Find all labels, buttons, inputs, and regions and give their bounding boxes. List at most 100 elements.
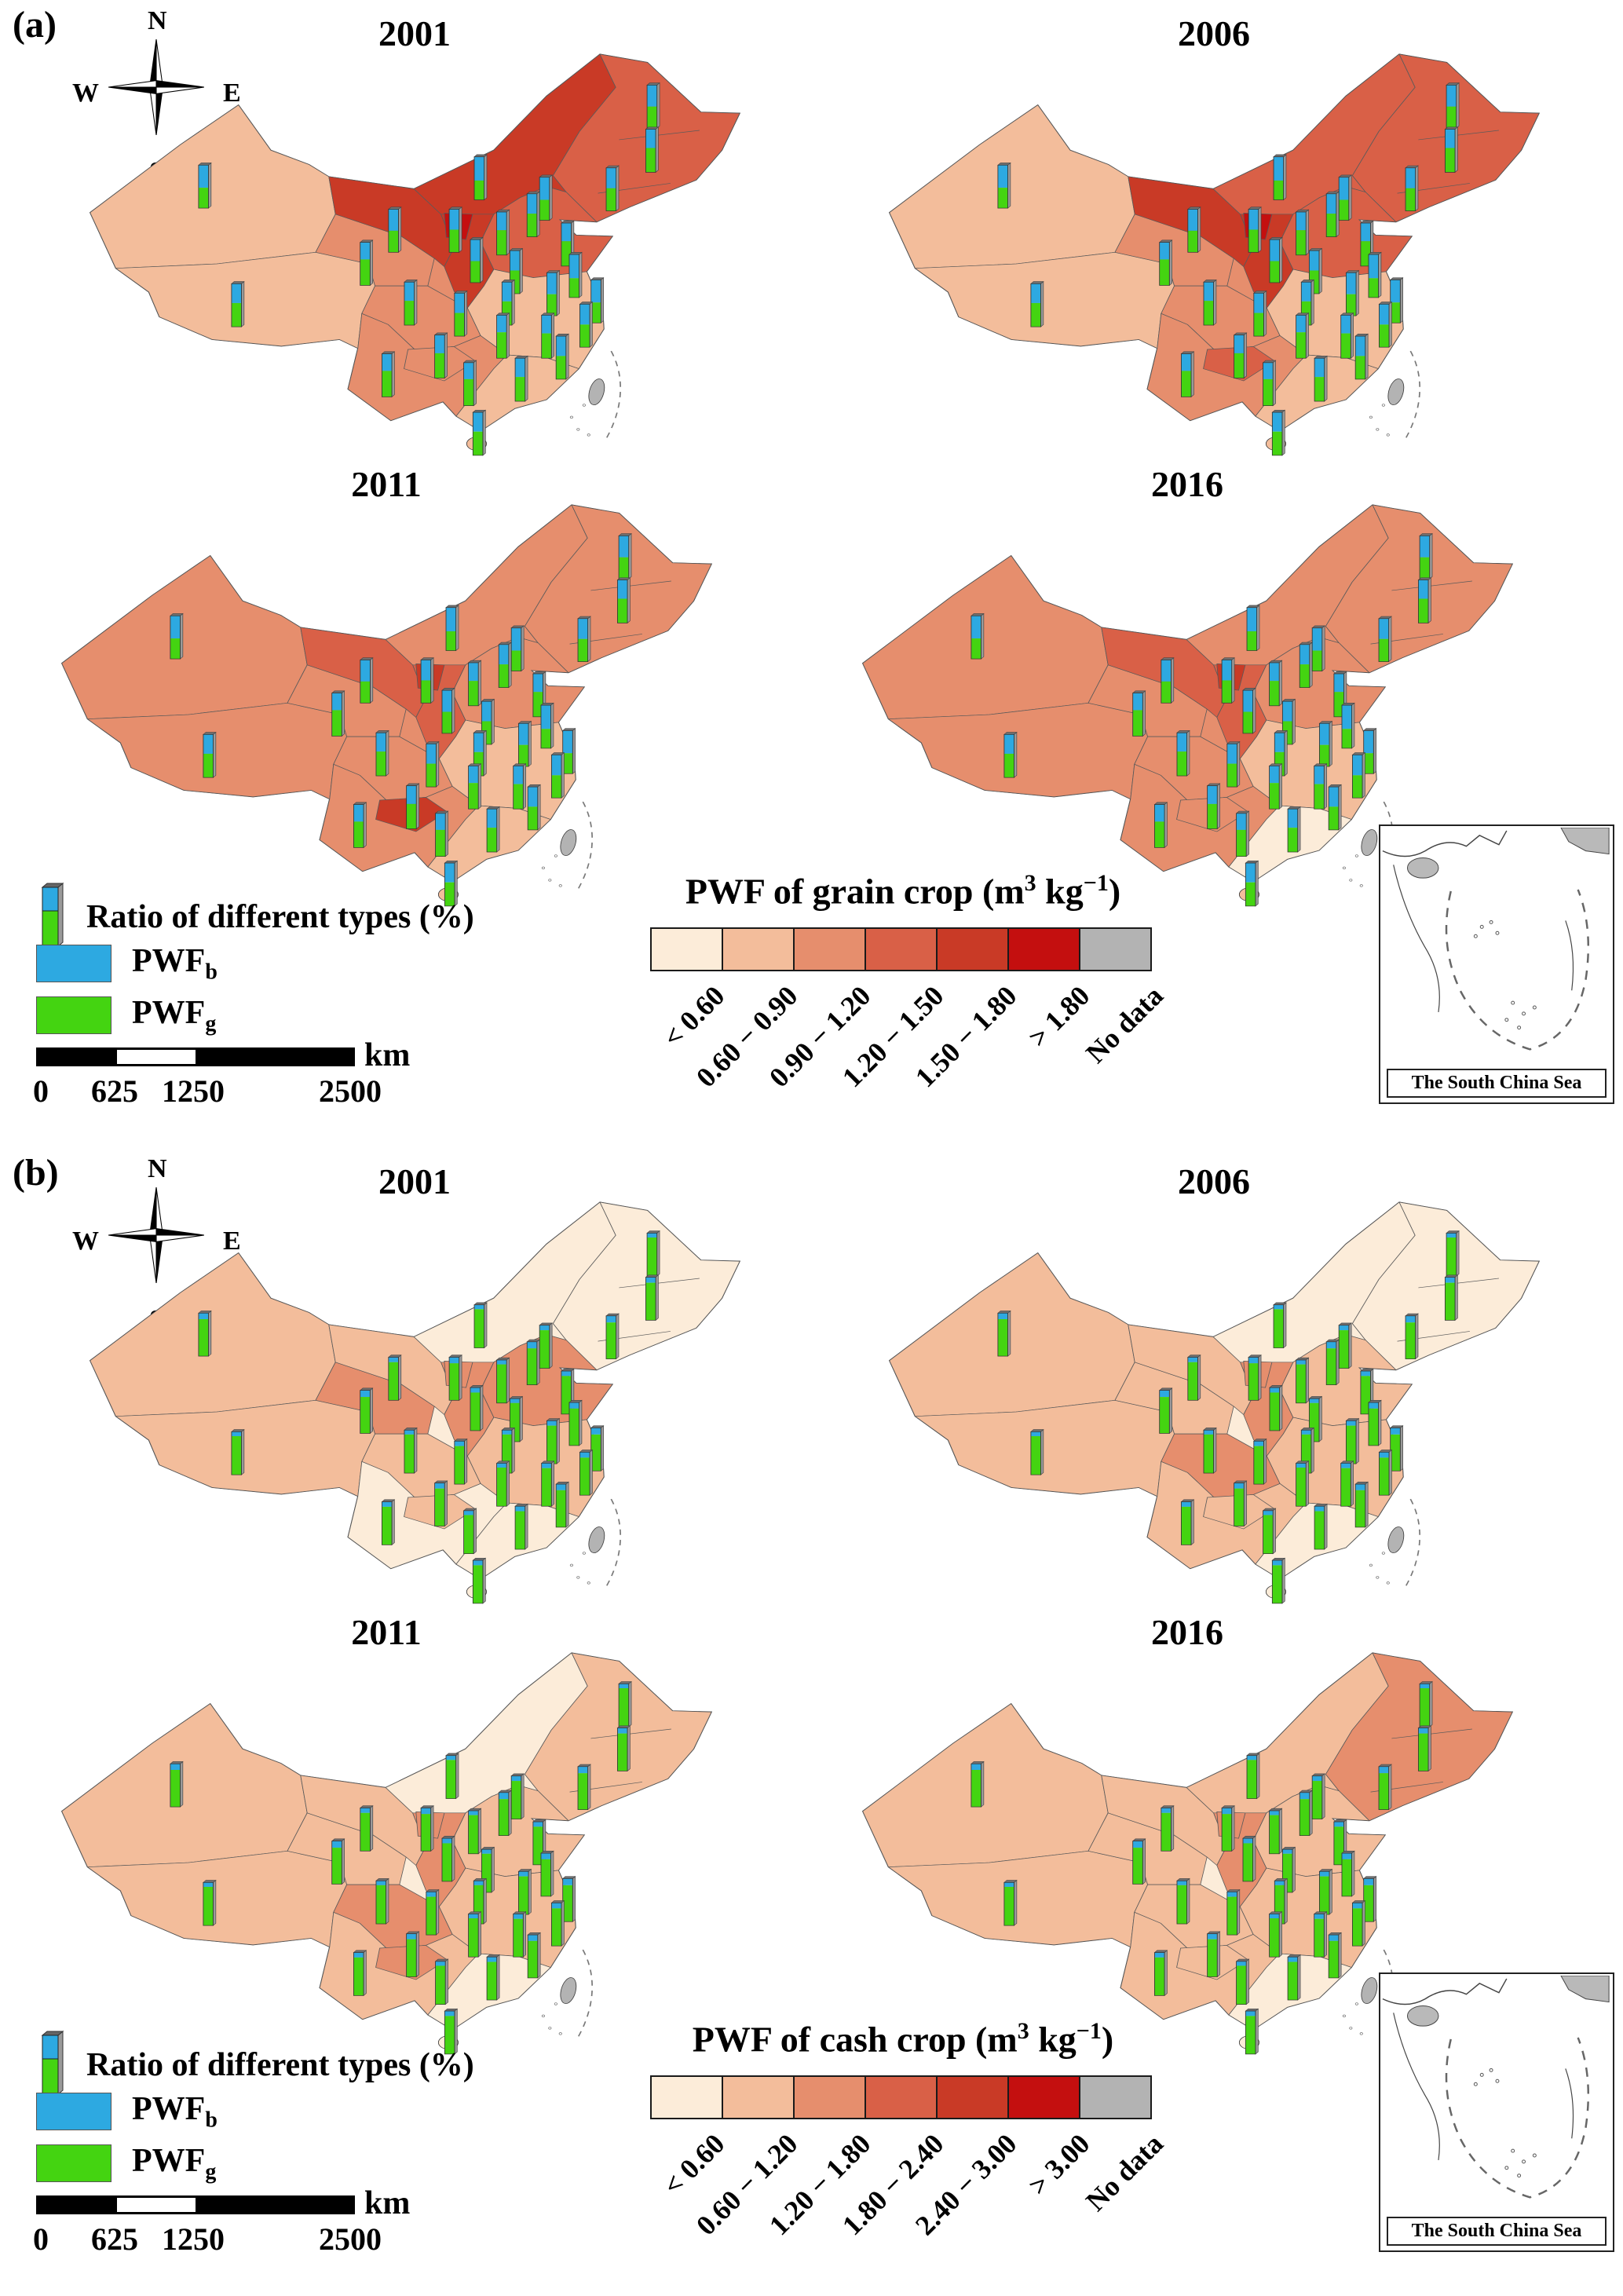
ratio-bar [1354,1481,1369,1528]
ratio-bar [997,1310,1011,1357]
ratio-bar [375,729,389,777]
ratio-bar [360,656,374,704]
ratio-bar [561,220,575,267]
map-year-label: 2011 [351,1612,422,1652]
ratio-bar [1389,276,1404,324]
ratio-bar [473,154,488,201]
ratio-bar [1187,1354,1201,1401]
china-map-2001 [89,1201,741,1604]
sea-boundary-dashed-line [576,801,594,893]
ratio-bar [1221,1804,1235,1852]
ratio-bar [1262,1508,1277,1555]
ratio-bar [527,1932,541,1979]
region-xinjiang [889,104,1135,269]
ratio-bar [590,276,605,324]
ratio-bar [1273,1302,1287,1349]
ratio-bar [546,1417,561,1464]
ratio-bar [517,720,532,767]
south-china-sea-map [1382,828,1610,1051]
ratio-bar [467,1808,482,1855]
ratio-bar [1246,1753,1260,1800]
ratio-bar [1158,1387,1173,1435]
compass-star-icon [108,1187,204,1283]
ramp-swatches [650,927,1178,972]
map-year-label: 2006 [1178,1161,1250,1201]
ratio-bar [1030,1428,1044,1475]
ratio-bar [1153,802,1168,849]
ratio-bar [473,1302,488,1349]
ratio-bar [1176,1877,1190,1925]
ratio-bar [1340,1460,1354,1507]
ratio-bar [1325,1339,1340,1386]
compass-east-label: E [223,1227,241,1256]
ratio-bar [1295,1460,1310,1507]
ratio-bar [331,1838,345,1885]
sea-boundary-dashed-line [604,1498,622,1590]
bar-glyphs [198,1230,660,1604]
ratio-bar [441,1835,455,1882]
scale-tick-2500: 2500 [319,1073,382,1109]
ramp-swatch-c5 [936,2075,1009,2120]
ratio-bar [526,1339,540,1386]
map-year-label: 2011 [351,464,422,504]
pwfg-legend-row: PWFg [36,2142,216,2184]
ratio-bar [444,860,459,907]
ratio-bar [198,162,212,209]
ratio-bar [388,206,402,253]
china-map-2011 [60,504,713,907]
color-ramp-legend-grain: PWF of grain crop (m3 kg−1) < 0.60 0.60 −… [628,870,1178,1137]
pwfb-swatch [36,945,111,983]
ratio-bar [512,1910,527,1958]
ramp-swatch-c5 [936,927,1009,972]
ratio-bar [1338,174,1352,221]
ramp-swatch-c3 [793,2075,866,2120]
ratio-bar [645,126,660,174]
scale-tick-0: 0 [33,2221,49,2257]
bar-glyphs [170,532,632,907]
ratio-bar [404,1427,418,1474]
ratio-bar [1417,577,1432,624]
bar-glyphs [971,1680,1433,2055]
ramp-swatch-c6 [1007,2075,1080,2120]
ratio-bar [375,1877,389,1925]
ratio-bar [646,82,660,129]
ratio-bar [1444,1274,1459,1322]
ratio-bar [1248,206,1262,253]
ratio-bar [472,1557,487,1604]
map-year-label: 2001 [378,13,451,53]
ratio-bar [1203,1427,1217,1474]
ratio-bar [1131,690,1146,737]
region-taiwan-no-data [560,829,577,857]
ratio-bar [555,1481,569,1528]
ratio-bar [1405,1313,1419,1360]
ratio-bar [1161,656,1175,704]
ratio-bar [546,269,561,316]
ratio-bar [645,1274,660,1322]
ratio-bar [512,762,527,810]
china-map-2006 [888,53,1541,456]
panel-a: (a) N E S W 2001 2006 2011 2016 Ratio of… [13,4,1614,1137]
region-taiwan-no-data [1387,1526,1405,1554]
ratio-bar [1253,290,1267,337]
ratio-bar [1235,1958,1250,2005]
ramp-swatch-c1 [650,927,723,972]
ratio-bar [1318,1868,1333,1915]
ratio-bar [1405,165,1419,212]
ratio-bar [470,1384,484,1431]
ratio-bar [426,1888,440,1936]
region-taiwan-no-data [1361,829,1378,857]
ratio-bar [539,1322,553,1369]
ramp-label: No data [1080,980,1169,1069]
map-grain-2006: 2006 [884,11,1544,466]
nine-dash-line [1445,889,1590,1051]
ratio-bar [540,702,554,749]
ratio-bar [1325,191,1340,238]
ratio-bar [1180,1499,1195,1546]
ratio-bar [1203,279,1217,326]
ratio-bar [495,1357,510,1404]
region-taiwan-no-data [1361,1977,1378,2005]
ratio-bar [462,360,477,407]
ratio-bar [577,616,591,663]
ratio-bar [426,740,440,788]
ratio-bar [1242,687,1256,734]
